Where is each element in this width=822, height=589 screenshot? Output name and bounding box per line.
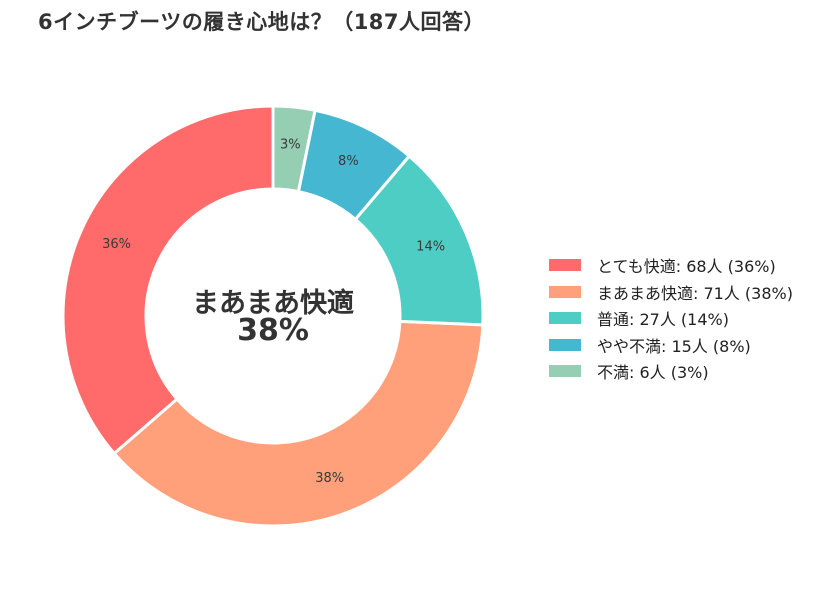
slice-5 [271, 104, 317, 194]
chart-title: 6インチブーツの履き心地は？（187人回答） [38, 10, 486, 34]
legend-swatch [549, 259, 581, 272]
legend-label: やや不満: 15人 (8%) [597, 336, 751, 356]
legend-item: やや不満: 15人 (8%) [549, 332, 793, 359]
slice-1 [61, 104, 275, 456]
legend-item: とても快適: 68人 (36%) [549, 252, 793, 279]
legend: とても快適: 68人 (36%) まあまあ快適: 71人 (38%) 普通: 27人… [549, 252, 793, 385]
legend-item: 不満: 6人 (3%) [549, 358, 793, 385]
slice-2 [112, 319, 485, 528]
legend-label: とても快適: 68人 (36%) [597, 257, 776, 277]
legend-label: 不満: 6人 (3%) [597, 363, 709, 383]
legend-label: 普通: 27人 (14%) [597, 310, 729, 330]
legend-swatch [549, 338, 581, 351]
slice-percent-label: 14% [416, 240, 445, 255]
slice-percent-label: 3% [280, 137, 301, 152]
legend-item: まあまあ快適: 71人 (38%) [549, 279, 793, 306]
center-label-category: まあまあ快適 [192, 288, 354, 319]
slice-percent-label: 8% [338, 154, 359, 169]
legend-swatch [549, 312, 581, 325]
slice-percent-label: 36% [102, 237, 131, 252]
legend-item: 普通: 27人 (14%) [549, 305, 793, 332]
slice-percent-label: 38% [315, 471, 344, 486]
center-label-percent: 38% [237, 313, 309, 348]
legend-swatch [549, 285, 581, 298]
legend-swatch [549, 365, 581, 378]
legend-label: まあまあ快適: 71人 (38%) [597, 283, 793, 303]
